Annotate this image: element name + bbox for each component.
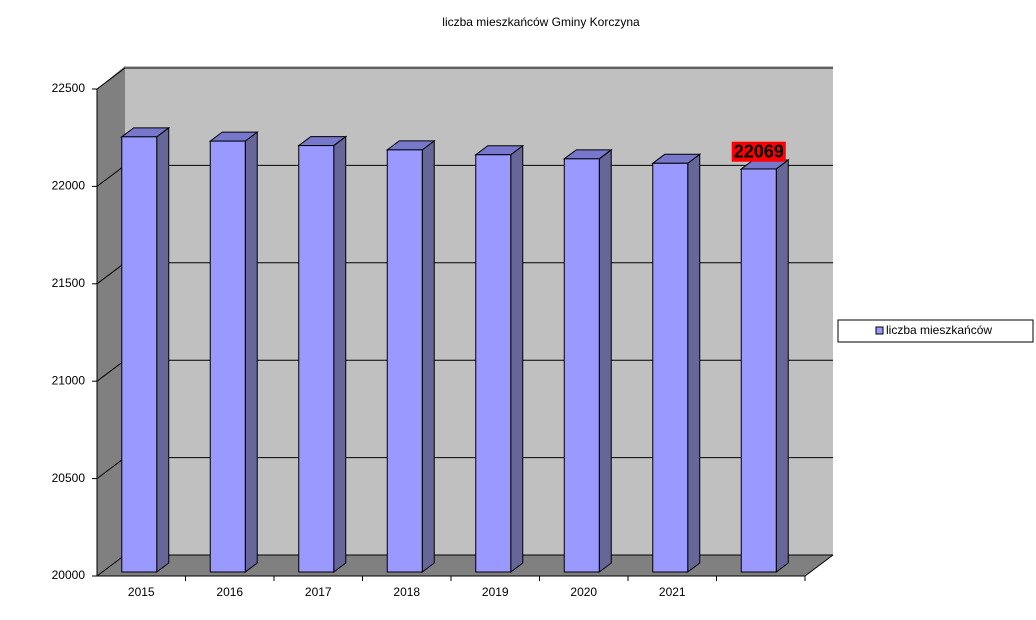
x-tick-label: 2018 [393,585,420,599]
bar-side [333,135,347,573]
chart-title: liczba mieszkańców Gminy Korczyna [442,15,640,29]
bar [121,136,158,573]
x-tick-label: 2015 [128,585,155,599]
bar-side [687,153,701,573]
bar [298,145,335,573]
y-tick-label: 21500 [52,276,86,290]
x-tick-label: 2019 [482,585,509,599]
bar-side [156,126,170,573]
floor [97,555,833,576]
x-tick-label: 2021 [659,585,686,599]
legend-label: liczba mieszkańców [886,323,992,337]
bar [209,140,246,573]
bar-side [510,144,524,573]
legend-swatch [875,326,884,335]
y-tick-label: 22500 [52,81,86,95]
data-label-bg [731,141,786,162]
x-tick-label: 2016 [216,585,243,599]
bar [740,168,777,573]
bar [386,149,423,573]
legend [837,319,1034,343]
x-tick-label: 2020 [570,585,597,599]
y-tick-label: 21000 [52,373,86,387]
y-tick-label: 20500 [52,471,86,485]
grid-line [96,67,833,90]
bar-side [598,148,612,573]
bar-side [775,158,789,573]
bar [475,154,512,573]
data-label: 22069 [734,142,784,162]
bar [652,162,689,573]
bar-side [421,139,435,573]
y-tick-label: 22000 [52,179,86,193]
x-tick-label: 2017 [305,585,332,599]
y-tick-label: 20000 [52,568,86,582]
side-wall [97,66,125,576]
bar-side [244,131,258,573]
bar [563,158,600,573]
